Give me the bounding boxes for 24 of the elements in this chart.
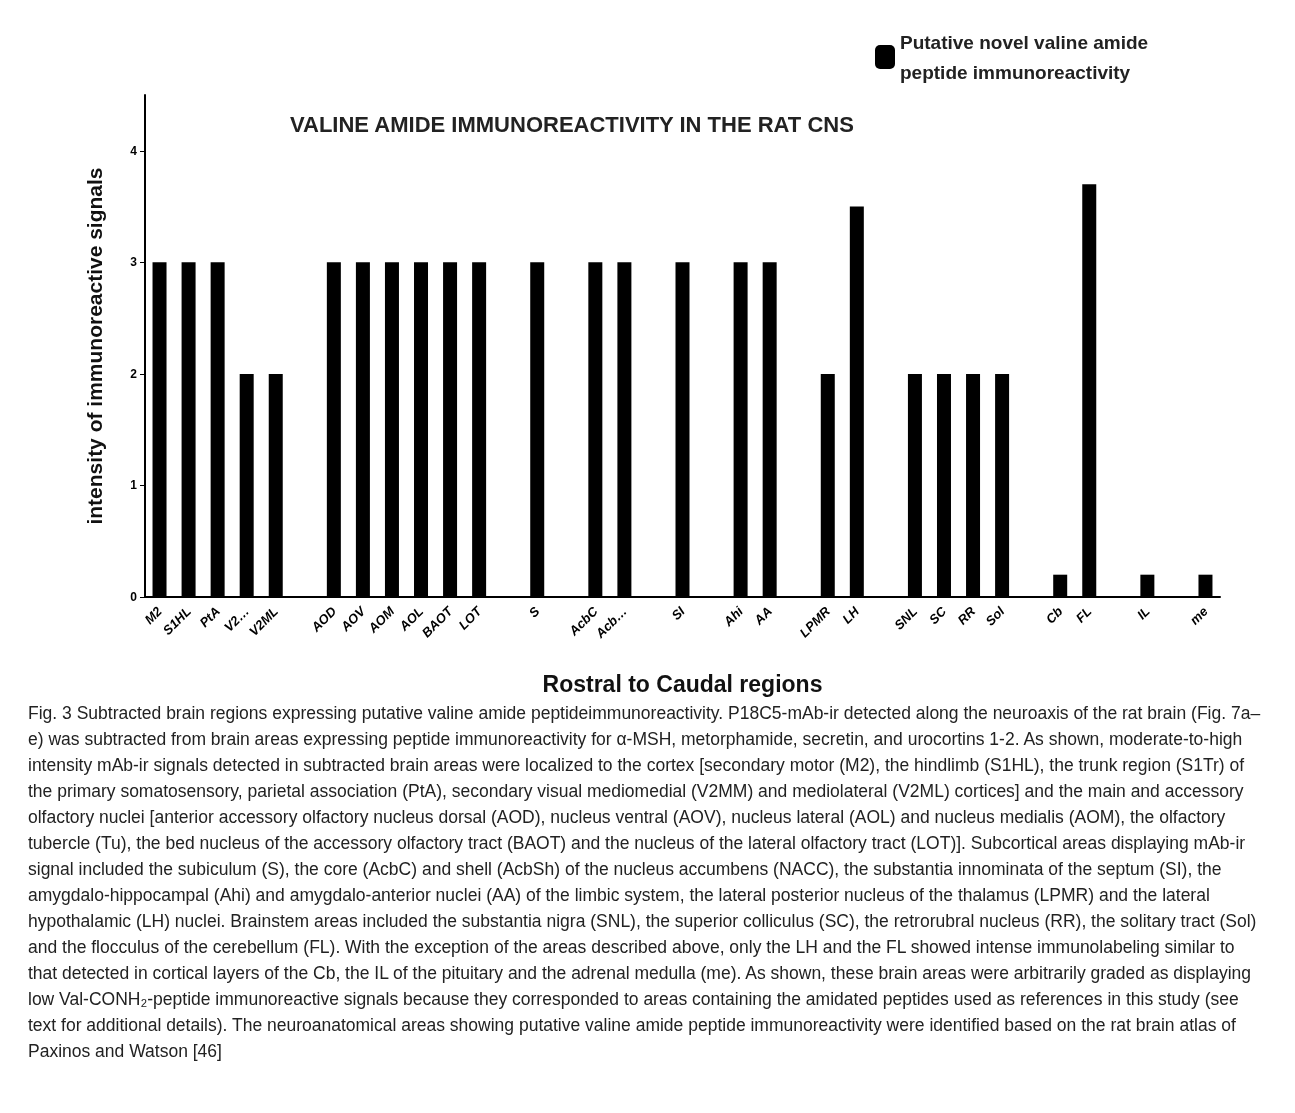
y-tick-label: 3	[130, 255, 138, 270]
x-tick-label: AA	[750, 603, 775, 629]
x-tick-label: SI	[668, 603, 689, 623]
x-tick-label: Ahi	[719, 603, 747, 630]
x-axis-title: Rostral to Caudal regions	[542, 670, 823, 697]
y-axis-title: intensity of immunoreactive signals	[83, 167, 106, 525]
x-tick-label: me	[1186, 603, 1211, 628]
x-tick-label: LH	[839, 603, 863, 627]
x-tick-label: PtA	[196, 603, 223, 631]
x-tick-label: Sol	[982, 603, 1008, 629]
y-tick-label: 4	[130, 143, 138, 158]
legend-label: Putative novel valine amide peptide immunoreactivity	[900, 31, 1154, 83]
text: VALINE AMIDE IMMUNOREACTIVITY IN THE RAT CNS	[290, 111, 854, 137]
x-tick-label: SNL	[891, 603, 921, 633]
x-tick-label: Cb	[1042, 603, 1066, 627]
x-tick-label: IL	[1133, 603, 1153, 623]
text: Fig. 3 Subtracted brain regions expressing putative valine amide peptideimmunoreactivity. P18C5-mAb-ir detected along the neuroaxis of the rat brain (Fig. 7a–e) was subtracted from brain areas expressing peptide immunoreactivity for α-MSH, metorphamide, secretin, and urocortins 1-2. As shown, moderate-to-high intensity mAb-ir signals detected in subtracted brain areas were localized to the cortex [secondary motor (M2), the hindlimb (S1HL), the trunk region (S1Tr) of the primary somatosensory, parietal association (PtA), secondary visual mediomedial (V2MM) and mediolateral (V2ML) cortices] and the main and accessory olfactory nuclei [anterior accessory olfactory nucleus dorsal (AOD), nucleus ventral (AOV), nucleus lateral (AOL) and nucleus medialis (AOM), the olfactory tubercle (Tu), the bed nucleus of the accessory olfactory tract (BAOT) and the nucleus of the lateral olfactory tract (LOT)]. Subcortical areas displaying mAb-ir signal included the subiculum (S), the core (AcbC) and shell (AcbSh) of the nucleus accumbens (NACC), the substantia innominata of the septum (SI), the amygdalo-hippocampal (Ahi) and amygdalo-anterior nuclei (AA) of the limbic system, the lateral posterior nucleus of the thalamus (LPMR) and the lateral hypothalamic (LH) nuclei. Brainstem areas included the substantia nigra (SNL), the superior colliculus (SC), the retrorubral nucleus (RR), the solitary tract (Sol) and the flocculus of the cerebellum (FL). With the exception of the areas described above, only the LH and the FL showed intense immunolabeling similar to that detected in cortical layers of the Cb, the IL of the pituitary and the adrenal medulla (me). As shown, these brain areas were arbitrarily graded as displaying low Val-CONH₂-peptide immunoreactive signals because they corresponded to areas containing the amidated peptides used as references in this study (see text for additional details). The neuroanatomical areas showing putative valine amide peptide immunoreactivity were identified based on the rat brain atlas of Paxinos and Watson [46]	[28, 703, 1261, 1061]
y-tick-label: 0	[130, 590, 138, 604]
y-tick-label: 2	[130, 366, 138, 381]
x-tick-label: FL	[1072, 603, 1095, 626]
x-tick-label: SC	[925, 603, 950, 628]
x-tick-label: S	[525, 603, 543, 621]
x-tick-label: RR	[954, 603, 979, 628]
y-tick-label: 1	[130, 478, 138, 493]
